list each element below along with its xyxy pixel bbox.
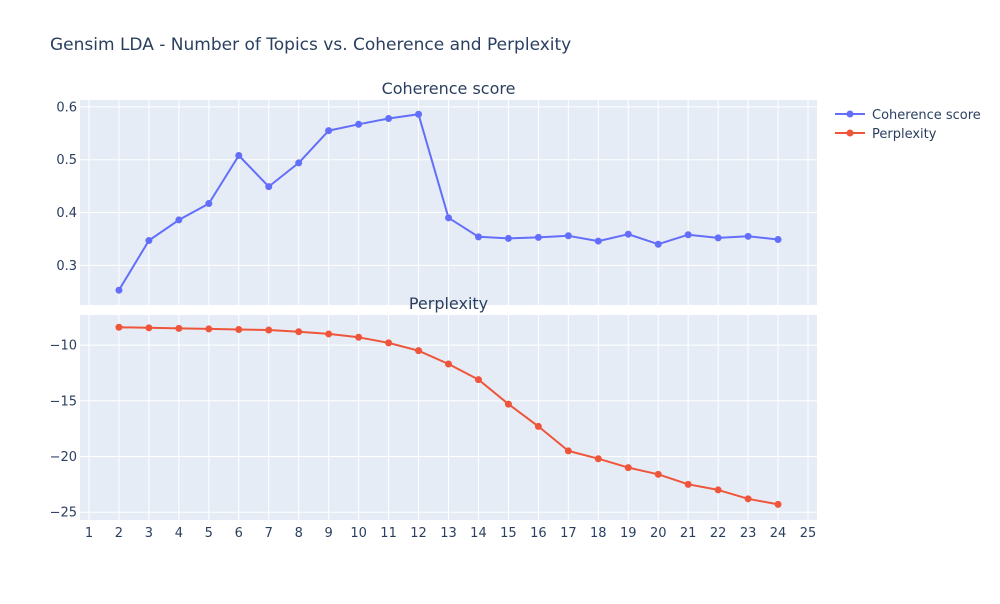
perplexity-grid: [80, 315, 817, 520]
coherence-point[interactable]: [415, 110, 423, 118]
x-tick-label: 8: [295, 526, 303, 541]
y-tick-label: −20: [50, 450, 77, 465]
x-tick-label: 21: [680, 526, 697, 541]
perplexity-point[interactable]: [654, 470, 662, 478]
legend[interactable]: Coherence score Perplexity: [835, 108, 981, 142]
coherence-point[interactable]: [445, 214, 452, 222]
x-tick-label: 9: [325, 526, 333, 541]
y-tick-label: 0.5: [56, 153, 77, 168]
y-tick-label: −15: [50, 394, 77, 409]
perplexity-point[interactable]: [564, 447, 572, 455]
x-tick-label: 12: [410, 526, 427, 541]
perplexity-point[interactable]: [445, 360, 452, 368]
x-tick-label: 16: [530, 526, 547, 541]
coherence-subplot-title: Coherence score: [382, 79, 516, 98]
legend-marker-perplexity: [846, 129, 854, 137]
coherence-point[interactable]: [564, 232, 572, 240]
legend-marker-coherence: [846, 110, 854, 118]
x-tick-label: 22: [710, 526, 727, 541]
x-tick-label: 19: [620, 526, 637, 541]
x-axis: 1 2 3 4 5 6 7 8 9 10 11 12 13 14 15 16 17 18 19 20 21 22 23 24 2…: [85, 526, 816, 541]
x-tick-label: 5: [205, 526, 213, 541]
perplexity-point[interactable]: [325, 330, 333, 338]
perplexity-point[interactable]: [175, 324, 183, 332]
coherence-point[interactable]: [115, 286, 123, 294]
perplexity-point[interactable]: [744, 495, 752, 503]
y-tick-label: 0.6: [56, 100, 77, 115]
perplexity-point[interactable]: [684, 480, 692, 488]
legend-label-coherence: Coherence score: [872, 108, 981, 123]
coherence-point[interactable]: [504, 234, 512, 242]
perplexity-point[interactable]: [474, 376, 482, 384]
perplexity-point[interactable]: [385, 339, 393, 347]
x-tick-label: 24: [770, 526, 787, 541]
x-tick-label: 7: [265, 526, 273, 541]
x-tick-label: 3: [145, 526, 153, 541]
perplexity-point[interactable]: [594, 455, 602, 463]
chart-title: Gensim LDA - Number of Topics vs. Cohere…: [50, 35, 571, 55]
perplexity-point[interactable]: [624, 464, 632, 472]
coherence-point[interactable]: [654, 240, 662, 248]
coherence-point[interactable]: [325, 127, 333, 135]
perplexity-subplot-title: Perplexity: [409, 294, 488, 313]
perplexity-point[interactable]: [235, 325, 243, 333]
x-tick-label: 6: [235, 526, 243, 541]
x-tick-label: 14: [470, 526, 487, 541]
coherence-y-axis: 0.3 0.4 0.5 0.6: [56, 100, 77, 274]
x-tick-label: 23: [740, 526, 757, 541]
perplexity-point[interactable]: [534, 422, 542, 430]
y-tick-label: 0.4: [56, 206, 77, 221]
coherence-point[interactable]: [594, 237, 602, 245]
coherence-point[interactable]: [205, 200, 213, 208]
coherence-point[interactable]: [145, 237, 153, 245]
x-tick-label: 17: [560, 526, 577, 541]
x-tick-label: 11: [380, 526, 397, 541]
perplexity-point[interactable]: [115, 323, 123, 331]
x-tick-label: 13: [440, 526, 457, 541]
coherence-series: [115, 110, 782, 294]
coherence-point[interactable]: [474, 233, 482, 241]
y-tick-label: −25: [50, 506, 77, 521]
x-tick-label: 1: [85, 526, 93, 541]
coherence-point[interactable]: [774, 235, 782, 243]
x-tick-label: 2: [115, 526, 123, 541]
coherence-point[interactable]: [714, 234, 722, 242]
perplexity-point[interactable]: [265, 326, 273, 334]
coherence-point[interactable]: [265, 183, 273, 191]
perplexity-series: [115, 323, 782, 508]
legend-label-perplexity: Perplexity: [872, 127, 937, 142]
x-tick-label: 10: [350, 526, 367, 541]
coherence-point[interactable]: [624, 230, 632, 238]
x-tick-label: 20: [650, 526, 667, 541]
coherence-point[interactable]: [744, 232, 752, 240]
x-tick-label: 4: [175, 526, 183, 541]
perplexity-point[interactable]: [415, 347, 423, 355]
perplexity-point[interactable]: [714, 486, 722, 494]
coherence-point[interactable]: [235, 151, 243, 159]
perplexity-point[interactable]: [774, 500, 782, 508]
x-tick-label: 15: [500, 526, 517, 541]
perplexity-y-axis: −25 −20 −15 −10: [50, 339, 77, 521]
legend-item-coherence[interactable]: Coherence score: [835, 108, 981, 123]
coherence-point[interactable]: [295, 159, 303, 167]
perplexity-point[interactable]: [504, 400, 512, 408]
coherence-grid: [80, 100, 817, 305]
x-tick-label: 18: [590, 526, 607, 541]
perplexity-point[interactable]: [295, 328, 303, 336]
legend-item-perplexity[interactable]: Perplexity: [835, 127, 937, 142]
coherence-point[interactable]: [534, 233, 542, 241]
perplexity-point[interactable]: [355, 333, 363, 341]
y-tick-label: −10: [50, 339, 77, 354]
coherence-point[interactable]: [385, 114, 393, 122]
x-tick-label: 25: [800, 526, 817, 541]
y-tick-label: 0.3: [56, 259, 77, 274]
coherence-point[interactable]: [175, 216, 183, 224]
coherence-point[interactable]: [684, 231, 692, 239]
perplexity-point[interactable]: [205, 325, 213, 333]
perplexity-point[interactable]: [145, 324, 153, 332]
coherence-point[interactable]: [355, 120, 363, 128]
